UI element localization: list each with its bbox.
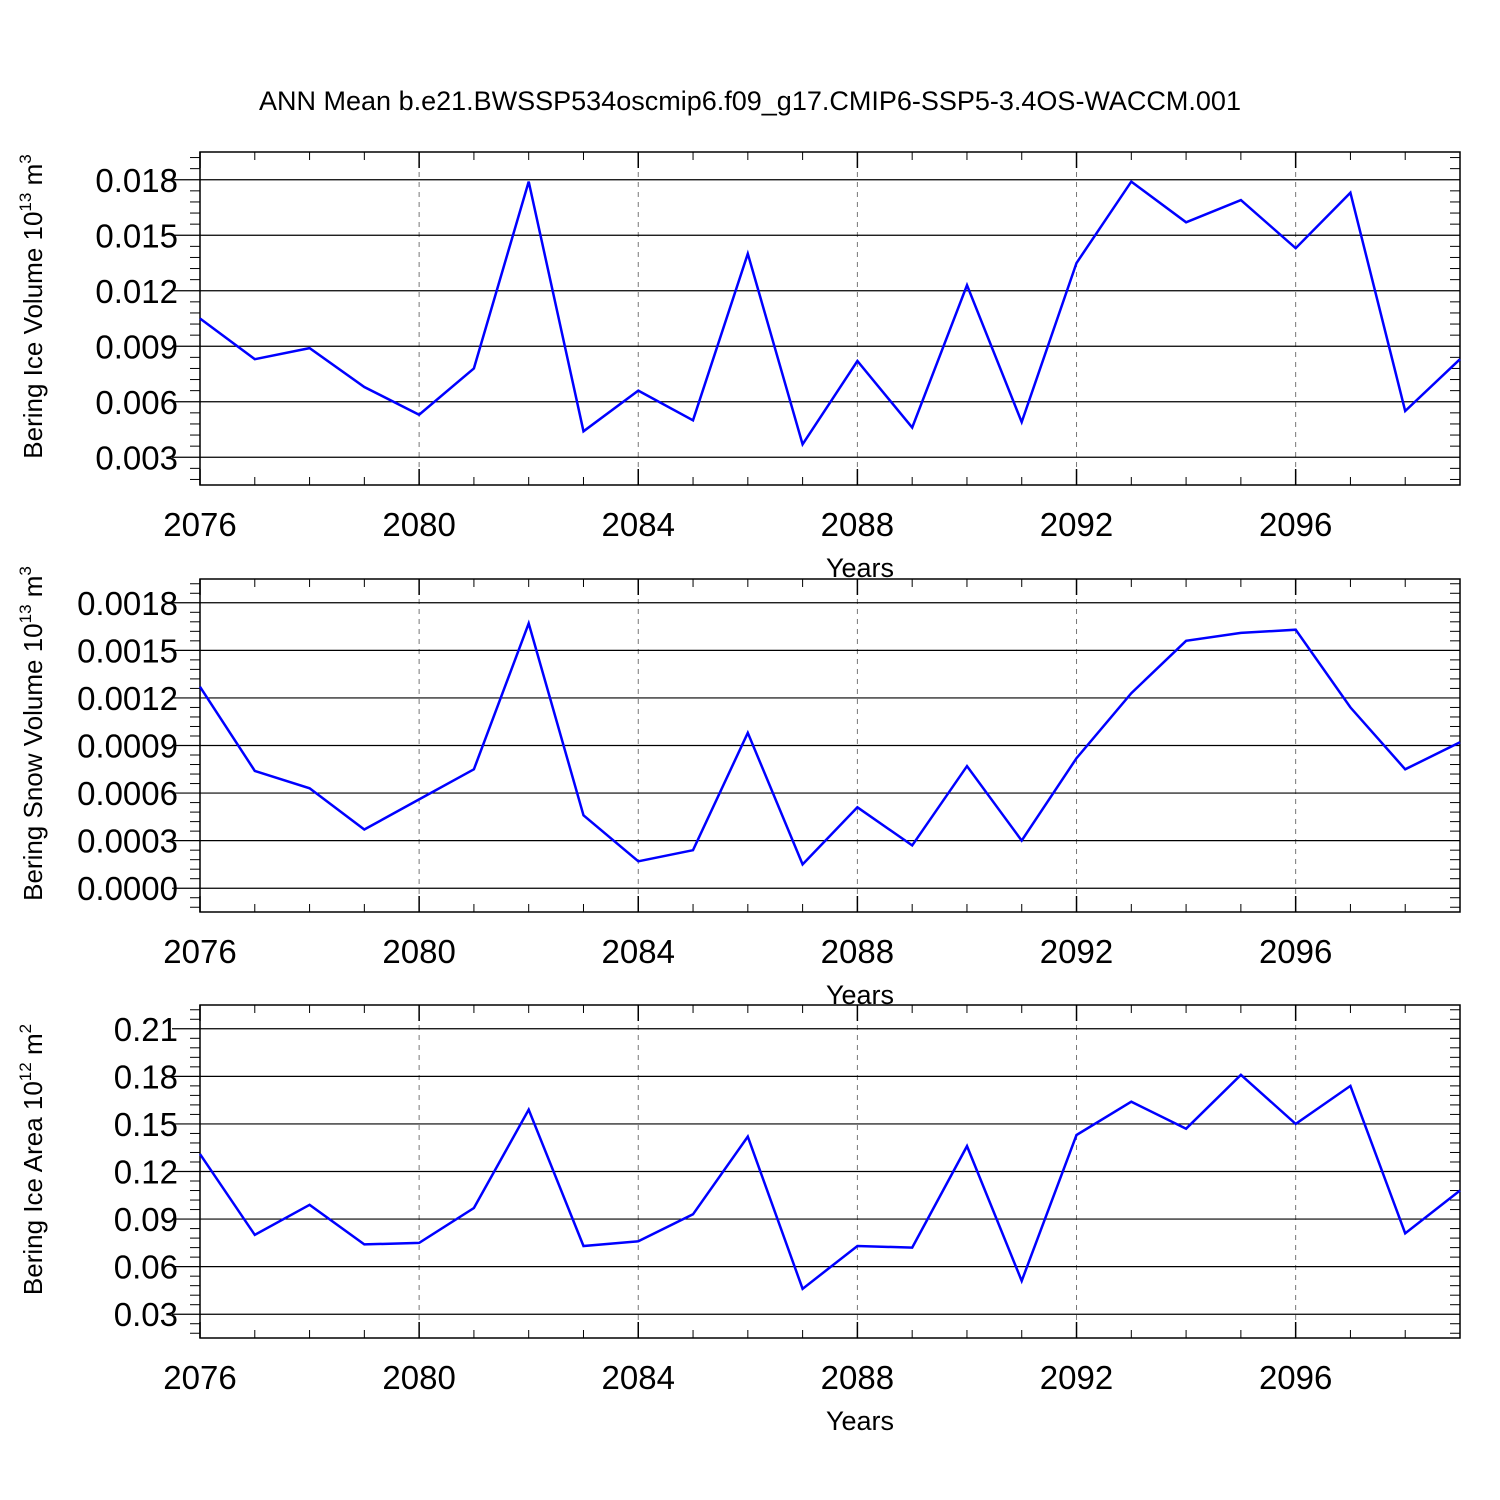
x-tick-label: 2088 xyxy=(821,1359,894,1396)
x-tick-label: 2096 xyxy=(1259,506,1332,543)
x-tick-label: 2092 xyxy=(1040,506,1113,543)
x-tick-label: 2088 xyxy=(821,506,894,543)
x-tick-label: 2084 xyxy=(602,1359,675,1396)
series-line xyxy=(198,1073,1461,1291)
x-tick-label: 2084 xyxy=(602,506,675,543)
series-line xyxy=(198,619,1461,867)
x-tick-label: 2076 xyxy=(163,933,236,970)
panel-3: 2076 2080 2084 2088 2092 2096 0.03 0.06 0.09 0.12… xyxy=(16,1004,1461,1436)
y-tick-label: 0.12 xyxy=(114,1154,178,1191)
y-tick-label: 0.18 xyxy=(114,1058,178,1095)
y-tick-label: 0.018 xyxy=(95,162,178,199)
y-tick-label: 0.03 xyxy=(114,1296,178,1333)
x-tick-label: 2088 xyxy=(821,933,894,970)
y-axis-label: Bering Ice Volume 1013 m3 xyxy=(16,154,48,458)
x-tick-label: 2084 xyxy=(602,933,675,970)
y-tick-label: 0.0000 xyxy=(77,870,178,907)
y-tick-label: 0.0006 xyxy=(77,775,178,812)
y-tick-label: 0.0009 xyxy=(77,728,178,765)
y-tick-label: 0.015 xyxy=(95,217,178,254)
plot-frame xyxy=(199,151,1461,486)
x-tick-label: 2080 xyxy=(382,1359,455,1396)
y-tick-label: 0.21 xyxy=(114,1011,178,1048)
y-tick-label: 0.006 xyxy=(95,384,178,421)
panel-1: 2076 2080 2084 2088 2092 2096 0.003 0.006 0.009 0… xyxy=(16,151,1461,583)
y-axis-label: Bering Snow Volume 1013 m3 xyxy=(16,566,48,901)
y-tick-label: 0.0003 xyxy=(77,823,178,860)
x-tick-label: 2080 xyxy=(382,506,455,543)
y-tick-label: 0.0012 xyxy=(77,680,178,717)
x-axis-label: Years xyxy=(826,1406,894,1436)
series-line xyxy=(199,179,1461,448)
y-tick-label: 0.0018 xyxy=(77,585,178,622)
y-tick-label: 0.012 xyxy=(95,273,178,310)
x-tick-label: 2092 xyxy=(1040,933,1113,970)
chart-title: ANN Mean b.e21.BWSSP534oscmip6.f09_g17.C… xyxy=(259,86,1241,116)
x-tick-label: 2092 xyxy=(1040,1359,1113,1396)
panel-2: 2076 2080 2084 2088 2092 2096 0.0000 0.0003 0.00… xyxy=(16,566,1461,1010)
x-tick-label: 2076 xyxy=(163,506,236,543)
y-tick-label: 0.15 xyxy=(114,1106,178,1143)
y-axis-label: Bering Ice Area 1012 m2 xyxy=(16,1024,48,1295)
x-tick-label: 2076 xyxy=(163,1359,236,1396)
y-tick-label: 0.09 xyxy=(114,1201,178,1238)
x-tick-label: 2096 xyxy=(1259,1359,1332,1396)
y-tick-label: 0.0015 xyxy=(77,632,178,669)
x-tick-label: 2080 xyxy=(382,933,455,970)
x-axis-label: Years xyxy=(826,553,894,583)
y-tick-label: 0.06 xyxy=(114,1249,178,1286)
y-tick-label: 0.009 xyxy=(95,328,178,365)
y-tick-label: 0.003 xyxy=(95,439,178,476)
x-tick-label: 2096 xyxy=(1259,933,1332,970)
